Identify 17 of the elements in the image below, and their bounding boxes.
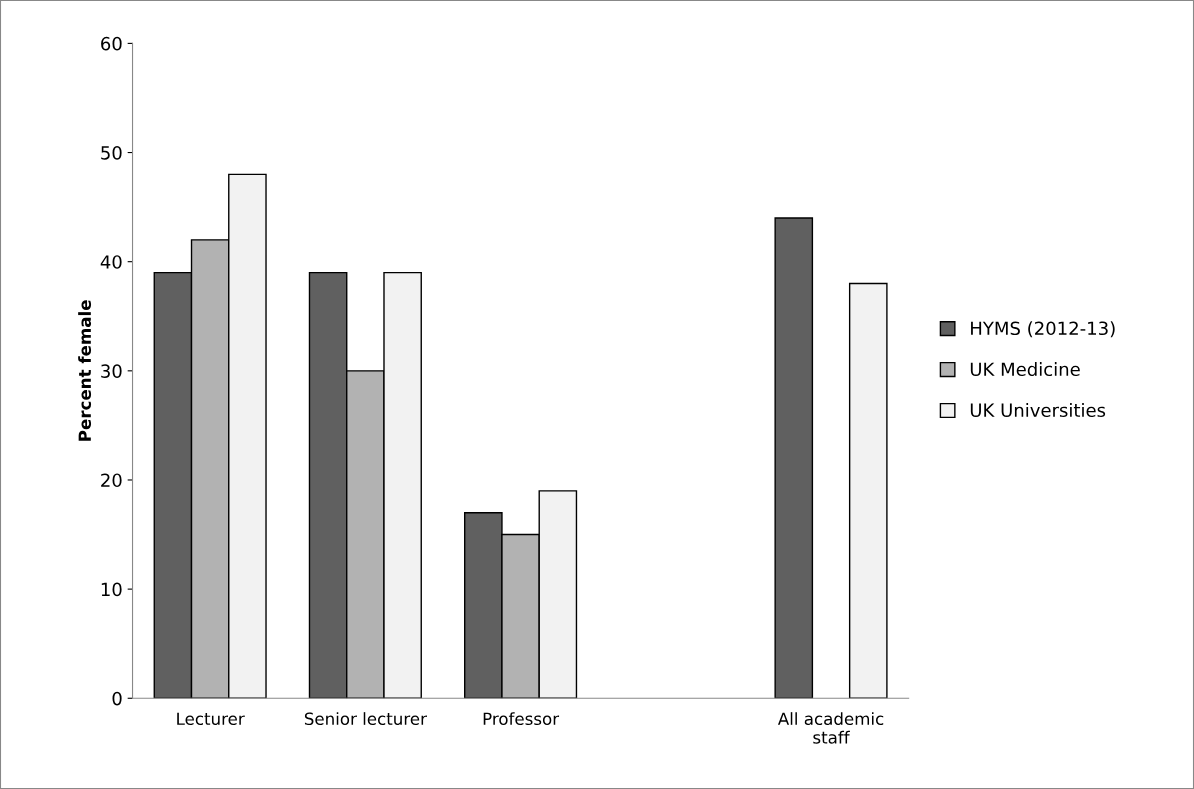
y-tick-label: 30	[101, 364, 122, 378]
y-tick-label: 0	[112, 691, 122, 706]
bar	[774, 217, 814, 699]
x-tick-label: Senior lecturer	[304, 712, 427, 726]
y-tick-label: 10	[101, 582, 122, 597]
bar	[848, 282, 888, 699]
y-tick-label: 50	[101, 146, 122, 160]
y-tick-label: 60	[101, 36, 122, 51]
legend-label: UK Universities	[970, 403, 1106, 418]
x-tick-label: All academic staff	[777, 712, 884, 744]
legend-label: UK Medicine	[970, 362, 1080, 377]
y-tick-label: 40	[100, 255, 122, 269]
legend-label: HYMS (2012-13)	[971, 321, 1115, 338]
y-tick-label: 20	[101, 473, 122, 488]
x-tick-label: Lecturer	[177, 712, 245, 726]
x-tick-label: Professor	[483, 712, 560, 726]
y-axis-title: Percent female	[78, 300, 92, 441]
